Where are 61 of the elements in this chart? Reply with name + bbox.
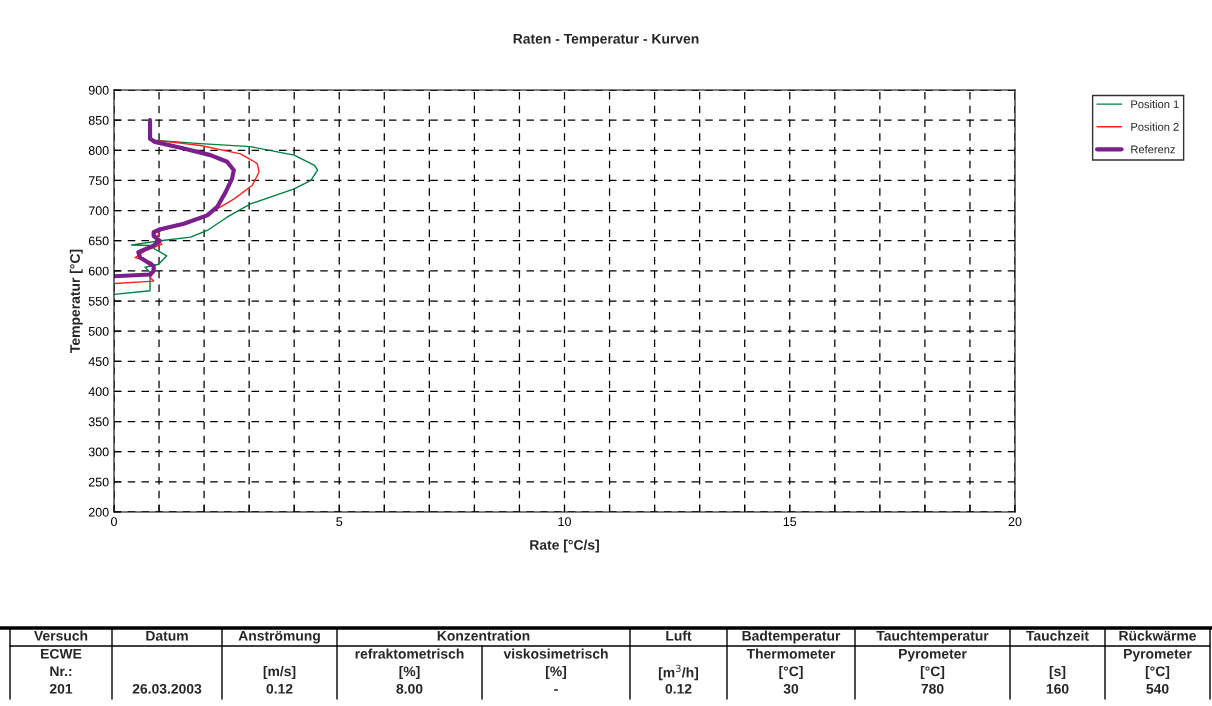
line-series xyxy=(114,118,236,279)
text: Pyrometer xyxy=(1124,649,1192,662)
text: 160 xyxy=(1046,683,1069,694)
text: Anströmung xyxy=(238,630,320,644)
y-tick-label: 850 xyxy=(88,115,109,125)
y-tick-label: 650 xyxy=(88,236,109,246)
chart-title: Raten - Temperatur - Kurven xyxy=(513,34,699,47)
y-tick-label: 350 xyxy=(88,417,109,427)
x-tick-label: 20 xyxy=(1008,517,1022,527)
text: 0.12 xyxy=(266,683,293,694)
x-axis-title: Rate [°C/s] xyxy=(530,539,599,553)
text: [°C] xyxy=(779,666,803,679)
text: ECWE xyxy=(41,648,82,659)
text: 780 xyxy=(921,683,944,694)
x-tick-label: 15 xyxy=(783,517,797,527)
text: refraktometrisch xyxy=(355,648,464,659)
legend-label: Referenz xyxy=(1131,145,1175,154)
text: [m/s] xyxy=(263,666,296,679)
text: Thermometer xyxy=(746,648,836,659)
y-tick-label: 600 xyxy=(88,266,109,276)
legend-label: Position 2 xyxy=(1131,122,1179,131)
text: Badtemperatur xyxy=(742,630,841,644)
text: Versuch xyxy=(34,630,88,641)
y-tick-label: 550 xyxy=(88,296,109,306)
y-tick-label: 700 xyxy=(88,206,109,216)
text: [°C] xyxy=(1145,666,1170,679)
y-tick-label: 500 xyxy=(88,326,109,336)
y-tick-label: 400 xyxy=(88,387,109,397)
y-tick-label: 200 xyxy=(88,507,109,517)
text: 8.00 xyxy=(396,683,423,694)
text: 201 xyxy=(49,683,73,694)
text: Tauchzeit xyxy=(1026,630,1089,641)
text: [%] xyxy=(545,666,567,679)
legend-label: Position 1 xyxy=(1131,100,1179,109)
y-axis-title: Temperatur [°C] xyxy=(69,249,83,353)
text: Luft xyxy=(666,630,692,641)
text: 540 xyxy=(1146,683,1169,694)
text: Nr.: xyxy=(50,666,72,677)
y-tick-label: 800 xyxy=(88,146,109,155)
y-tick-label: 750 xyxy=(88,176,109,186)
text: 26.03.2003 xyxy=(132,683,202,694)
text: [m$^{3}$/h] xyxy=(658,664,699,681)
x-tick-label: 0 xyxy=(111,517,117,527)
y-tick-label: 300 xyxy=(88,447,109,457)
y-tick-label: 250 xyxy=(88,477,109,487)
x-tick-label: 5 xyxy=(336,517,343,527)
text: [°C] xyxy=(920,666,945,679)
y-tick-label: 450 xyxy=(88,357,109,366)
x-tick-label: 10 xyxy=(558,517,571,527)
text: [%] xyxy=(399,666,420,679)
text: 0.12 xyxy=(665,683,692,694)
text: Rückwärme xyxy=(1119,630,1197,641)
text: Pyrometer xyxy=(899,649,967,662)
text: - xyxy=(554,689,558,691)
y-tick-label: 900 xyxy=(88,85,109,95)
text: Konzentration xyxy=(437,630,530,641)
text: viskosimetrisch xyxy=(503,648,608,659)
text: Datum xyxy=(146,631,188,641)
text: 30 xyxy=(783,683,799,694)
text: [s] xyxy=(1049,666,1066,679)
text: Tauchtemperatur xyxy=(876,630,989,644)
